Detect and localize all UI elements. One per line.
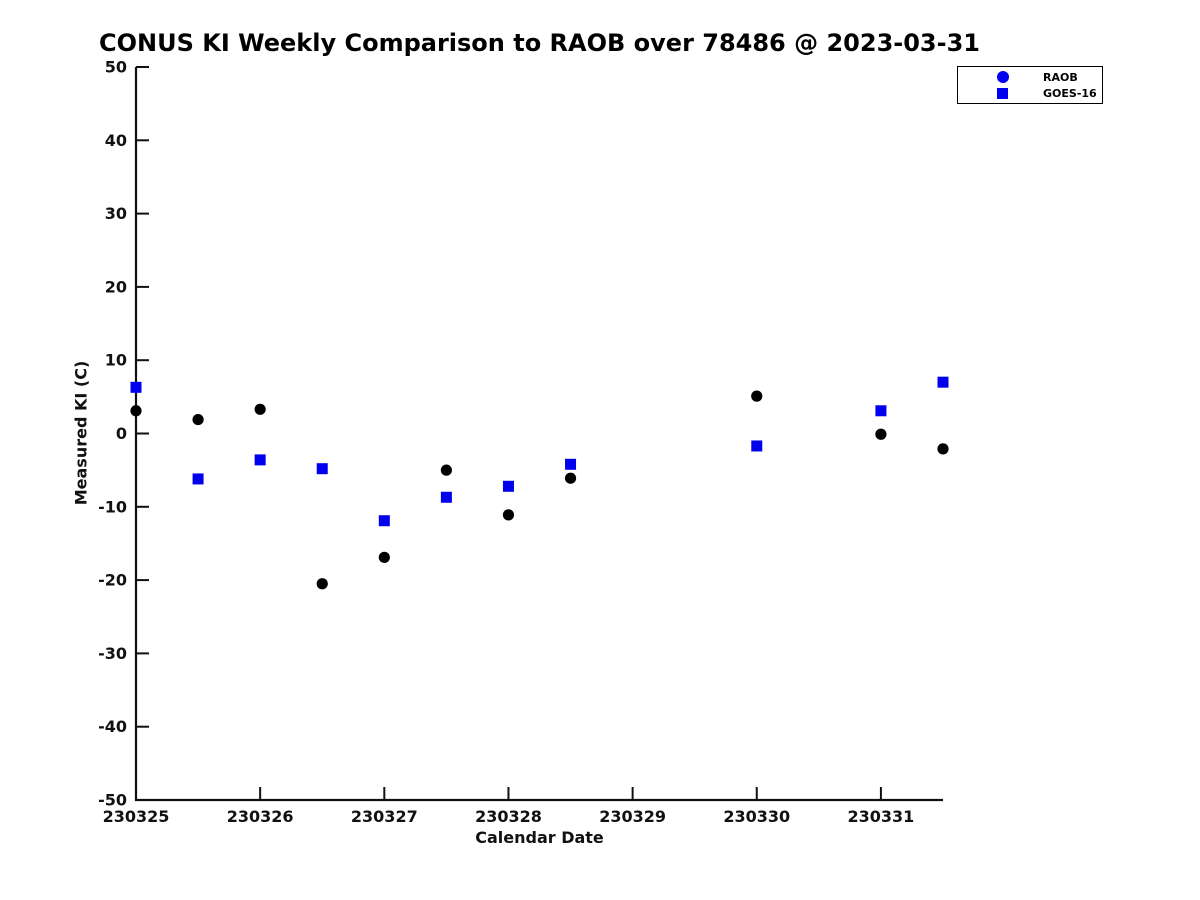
legend: RAOB GOES-16: [957, 66, 1103, 104]
raob-marker: [192, 413, 204, 426]
goes-16-marker: [565, 458, 577, 470]
raob-marker: [378, 551, 390, 563]
y-tick-label: 0: [116, 424, 127, 443]
goes-16-marker: [751, 440, 763, 452]
y-tick-label: -20: [98, 571, 127, 590]
raob-marker: [316, 578, 328, 590]
y-tick-label: 30: [105, 204, 127, 223]
x-tick-label: 230327: [351, 807, 418, 826]
legend-row-raob: RAOB: [958, 69, 1102, 85]
raob-marker: [564, 472, 577, 484]
y-tick-label: -40: [98, 717, 127, 736]
x-tick-label: 230330: [723, 807, 790, 826]
raob-circle-marker-icon: [997, 71, 1009, 83]
raob-marker: [751, 390, 763, 402]
x-axis-label: Calendar Date: [475, 828, 604, 847]
goes-16-marker: [875, 405, 887, 417]
legend-label-raob: RAOB: [1043, 70, 1078, 84]
y-tick-label: -30: [98, 644, 127, 663]
goes-16-marker: [937, 376, 949, 388]
goes-16-marker: [502, 480, 514, 492]
raob-marker: [937, 443, 949, 455]
goes-16-marker: [378, 515, 390, 527]
legend-label-goes-16: GOES-16: [1043, 86, 1097, 100]
goes-16-marker: [316, 463, 328, 475]
x-tick-label: 230329: [599, 807, 666, 826]
chart-title: CONUS KI Weekly Comparison to RAOB over …: [99, 29, 980, 57]
goes-16-square-marker-icon: [997, 87, 1008, 99]
goes-16-marker: [130, 381, 142, 393]
raob-marker: [130, 405, 142, 417]
raob-marker: [440, 464, 452, 476]
legend-row-goes-16: GOES-16: [958, 85, 1102, 101]
y-tick-label: 20: [105, 277, 127, 296]
raob-marker: [254, 403, 266, 415]
x-tick-label: 230325: [103, 807, 170, 826]
goes-16-marker: [440, 491, 452, 503]
y-tick-label: 40: [105, 131, 127, 150]
y-tick-label: 50: [105, 58, 127, 77]
x-tick-label: 230328: [475, 807, 542, 826]
y-tick-label: 10: [105, 351, 127, 370]
y-tick-label: -10: [98, 497, 127, 516]
raob-marker: [875, 428, 887, 440]
x-tick-label: 230331: [848, 807, 915, 826]
goes-16-marker: [192, 473, 204, 485]
raob-marker: [502, 509, 515, 521]
y-tick-label: -50: [98, 791, 127, 810]
y-axis-label: Measured KI (C): [71, 360, 91, 506]
goes-16-marker: [254, 454, 266, 466]
x-tick-label: 230326: [227, 807, 294, 826]
